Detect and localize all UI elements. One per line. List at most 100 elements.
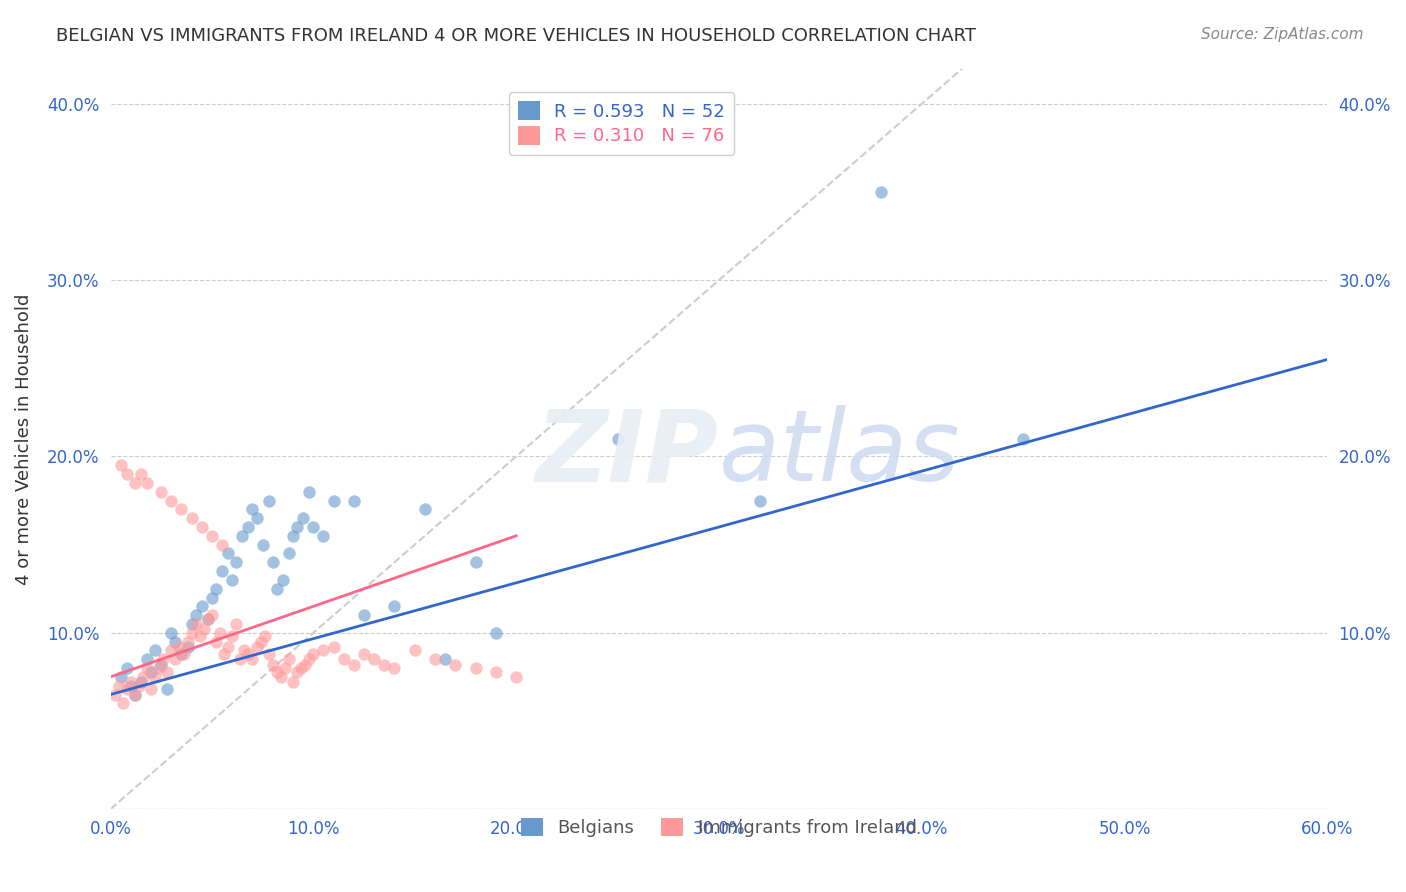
Text: BELGIAN VS IMMIGRANTS FROM IRELAND 4 OR MORE VEHICLES IN HOUSEHOLD CORRELATION C: BELGIAN VS IMMIGRANTS FROM IRELAND 4 OR …	[56, 27, 976, 45]
Point	[285, 520, 308, 534]
Point	[211, 564, 233, 578]
Point	[120, 675, 142, 690]
Point	[373, 657, 395, 672]
Point	[238, 520, 260, 534]
Point	[242, 652, 264, 666]
Point	[312, 529, 335, 543]
Point	[150, 484, 173, 499]
Point	[238, 647, 260, 661]
Point	[124, 688, 146, 702]
Point	[464, 661, 486, 675]
Point	[231, 529, 253, 543]
Point	[184, 617, 207, 632]
Point	[870, 185, 893, 199]
Point	[242, 502, 264, 516]
Point	[221, 573, 243, 587]
Point	[281, 529, 304, 543]
Point	[180, 511, 202, 525]
Point	[176, 634, 198, 648]
Text: ZIP: ZIP	[536, 405, 718, 502]
Text: atlas: atlas	[718, 405, 960, 502]
Point	[160, 625, 183, 640]
Point	[302, 520, 325, 534]
Point	[298, 484, 321, 499]
Point	[150, 657, 173, 672]
Point	[107, 679, 129, 693]
Point	[136, 475, 159, 490]
Point	[384, 661, 406, 675]
Point	[270, 670, 292, 684]
Point	[103, 688, 125, 702]
Point	[444, 657, 467, 672]
Point	[322, 640, 344, 654]
Point	[353, 647, 375, 661]
Point	[413, 502, 436, 516]
Point	[136, 652, 159, 666]
Point	[191, 599, 214, 614]
Point	[278, 546, 301, 560]
Point	[257, 647, 280, 661]
Point	[152, 652, 174, 666]
Point	[184, 608, 207, 623]
Point	[176, 640, 198, 654]
Point	[245, 640, 267, 654]
Point	[404, 643, 426, 657]
Point	[156, 665, 179, 679]
Point	[257, 493, 280, 508]
Point	[262, 657, 284, 672]
Point	[165, 634, 187, 648]
Point	[208, 625, 231, 640]
Point	[115, 661, 138, 675]
Point	[434, 652, 457, 666]
Text: Source: ZipAtlas.com: Source: ZipAtlas.com	[1201, 27, 1364, 42]
Point	[205, 582, 228, 596]
Point	[353, 608, 375, 623]
Point	[197, 612, 219, 626]
Point	[217, 546, 239, 560]
Point	[229, 652, 252, 666]
Point	[169, 640, 191, 654]
Point	[139, 665, 162, 679]
Point	[505, 670, 527, 684]
Point	[294, 657, 316, 672]
Point	[211, 538, 233, 552]
Point	[136, 661, 159, 675]
Point	[165, 652, 187, 666]
Point	[115, 467, 138, 481]
Point	[110, 670, 132, 684]
Point	[485, 625, 508, 640]
Point	[170, 647, 193, 661]
Point	[132, 670, 155, 684]
Point	[160, 493, 183, 508]
Point	[606, 432, 628, 446]
Point	[205, 634, 228, 648]
Point	[292, 511, 315, 525]
Point	[173, 647, 195, 661]
Point	[748, 493, 770, 508]
Point	[129, 675, 152, 690]
Point	[221, 629, 243, 643]
Point	[464, 555, 486, 569]
Point	[290, 661, 312, 675]
Point	[1012, 432, 1035, 446]
Point	[322, 493, 344, 508]
Point	[115, 682, 138, 697]
Point	[143, 643, 166, 657]
Point	[225, 617, 247, 632]
Point	[271, 573, 294, 587]
Point	[128, 679, 150, 693]
Point	[278, 652, 301, 666]
Point	[124, 688, 146, 702]
Point	[249, 634, 271, 648]
Point	[129, 467, 152, 481]
Point	[298, 652, 321, 666]
Point	[343, 657, 366, 672]
Point	[156, 682, 179, 697]
Point	[225, 555, 247, 569]
Point	[180, 625, 202, 640]
Point	[343, 493, 366, 508]
Point	[332, 652, 354, 666]
Point	[312, 643, 335, 657]
Point	[201, 608, 224, 623]
Point	[266, 582, 288, 596]
